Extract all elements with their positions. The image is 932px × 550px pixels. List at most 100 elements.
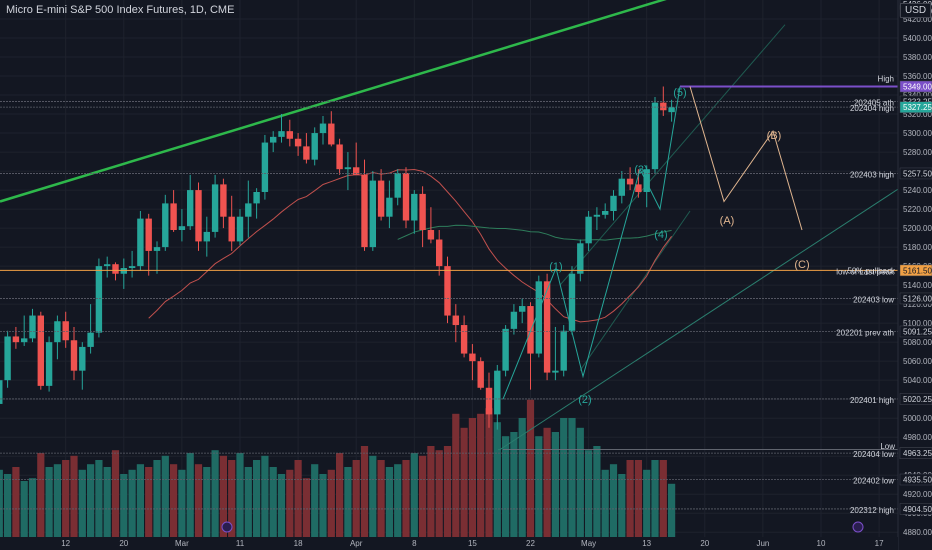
volume-bar bbox=[377, 460, 385, 537]
level-price-tag: 4904.50 bbox=[903, 505, 932, 514]
candle-body bbox=[21, 338, 28, 343]
volume-bar bbox=[344, 467, 352, 537]
volume-bar bbox=[394, 464, 402, 537]
volume-bar bbox=[410, 453, 418, 537]
candle-body bbox=[286, 131, 293, 139]
elliott-waves: (1) (2) (3) (4) (5) (A) (B) (C) bbox=[502, 86, 810, 406]
level-price-tag: 4935.50 bbox=[903, 475, 932, 484]
volume-bar bbox=[53, 464, 61, 537]
candle-body bbox=[162, 203, 169, 248]
currency-button[interactable]: USD bbox=[900, 3, 932, 18]
volume-bar bbox=[551, 432, 559, 537]
level-price-tag-box bbox=[899, 101, 932, 113]
candles bbox=[0, 86, 675, 430]
candle-body bbox=[319, 123, 327, 134]
level-label: 202404 low bbox=[853, 450, 894, 459]
volume-bar bbox=[336, 453, 344, 537]
volume-bar bbox=[493, 422, 501, 537]
candle-body bbox=[303, 146, 310, 160]
volume-bar bbox=[211, 450, 219, 537]
volume-bar bbox=[170, 464, 178, 537]
time-axis-background bbox=[0, 537, 898, 550]
time-tick-label: 18 bbox=[294, 539, 303, 548]
candle-body bbox=[626, 178, 634, 185]
candle-body bbox=[635, 184, 642, 192]
lower-channel-line bbox=[499, 188, 899, 450]
candle-body bbox=[361, 174, 368, 248]
candle-body bbox=[502, 328, 509, 371]
volume-bar bbox=[402, 460, 410, 537]
volume-bar bbox=[502, 436, 510, 537]
price-tick-label: 5180.00 bbox=[903, 243, 932, 252]
volume-bar bbox=[576, 427, 584, 537]
candle-body bbox=[112, 264, 119, 274]
upper-channel-line bbox=[559, 24, 786, 286]
volume-bar bbox=[120, 474, 128, 537]
volume-bar bbox=[526, 399, 535, 537]
candle-body bbox=[187, 190, 194, 227]
price-tick-label: 5300.00 bbox=[903, 129, 932, 138]
volume-bar bbox=[560, 418, 568, 537]
event-icon bbox=[852, 521, 864, 533]
volume-bar bbox=[78, 469, 86, 537]
volume-bar bbox=[385, 467, 393, 537]
green-trendline bbox=[0, 0, 667, 203]
volume-bar bbox=[609, 464, 618, 537]
candle-body bbox=[577, 243, 584, 274]
price-tag-label: Low bbox=[880, 442, 895, 451]
price-tick-label: 5360.00 bbox=[903, 72, 932, 81]
candle-body bbox=[270, 136, 277, 143]
volume-bar bbox=[286, 469, 294, 537]
extra-price-tag-box bbox=[899, 264, 932, 277]
time-axis[interactable]: 12 20 Mar 11 18 Apr 8 15 22 May 13 20 Jun 10 17 bbox=[0, 521, 898, 550]
level-price-tag: 5020.25 bbox=[903, 395, 932, 404]
wave-label: (2) bbox=[578, 394, 591, 406]
time-tick-label: 22 bbox=[526, 539, 535, 548]
candle-body bbox=[411, 193, 418, 221]
level-label: low of Last peak bbox=[836, 267, 895, 276]
candle-body bbox=[211, 184, 219, 232]
candle-body bbox=[79, 346, 86, 371]
volume-bar bbox=[277, 474, 286, 537]
level-price-tag: 5126.00 bbox=[903, 294, 932, 303]
candle-body bbox=[170, 203, 177, 231]
candle-body bbox=[95, 266, 103, 333]
candle-body bbox=[552, 370, 559, 373]
volume-bar bbox=[435, 450, 443, 537]
volume-bar bbox=[485, 408, 493, 537]
price-tick-label: 4920.00 bbox=[903, 490, 932, 499]
price-tick-label: 5120.00 bbox=[903, 300, 932, 309]
volume-bar bbox=[111, 450, 120, 537]
drawn-lines bbox=[0, 0, 899, 451]
candle-body bbox=[535, 281, 542, 354]
volume-bar bbox=[294, 460, 302, 537]
volume-bar bbox=[319, 474, 327, 537]
volume-bar bbox=[244, 467, 252, 537]
candle-body bbox=[203, 231, 210, 242]
volume-bar bbox=[460, 427, 468, 537]
price-tick-label: 4880.00 bbox=[903, 528, 932, 537]
candle-body bbox=[311, 133, 318, 160]
wave-label: (5) bbox=[673, 87, 686, 99]
candle-body bbox=[128, 266, 136, 269]
extra-price-tag-box bbox=[899, 447, 932, 459]
volume-bar bbox=[593, 446, 601, 537]
candle-body bbox=[593, 214, 601, 217]
time-tick-label: 20 bbox=[700, 539, 709, 548]
volume-bar bbox=[601, 469, 609, 537]
candle-body bbox=[261, 142, 269, 192]
wave-label: (B) bbox=[767, 130, 782, 142]
volume-bar bbox=[535, 436, 543, 537]
volume-bar bbox=[311, 464, 319, 537]
candle-body bbox=[137, 218, 144, 267]
level-label: 202402 low bbox=[853, 476, 894, 485]
time-tick-label: 20 bbox=[119, 539, 128, 548]
level-label: 202403 low bbox=[853, 295, 894, 304]
candle-body bbox=[29, 315, 36, 339]
wave-label: (4) bbox=[654, 229, 667, 241]
candle-body bbox=[510, 311, 518, 329]
volume-bar bbox=[626, 460, 634, 537]
volume-bar bbox=[443, 446, 452, 537]
volume-bar bbox=[543, 427, 551, 537]
